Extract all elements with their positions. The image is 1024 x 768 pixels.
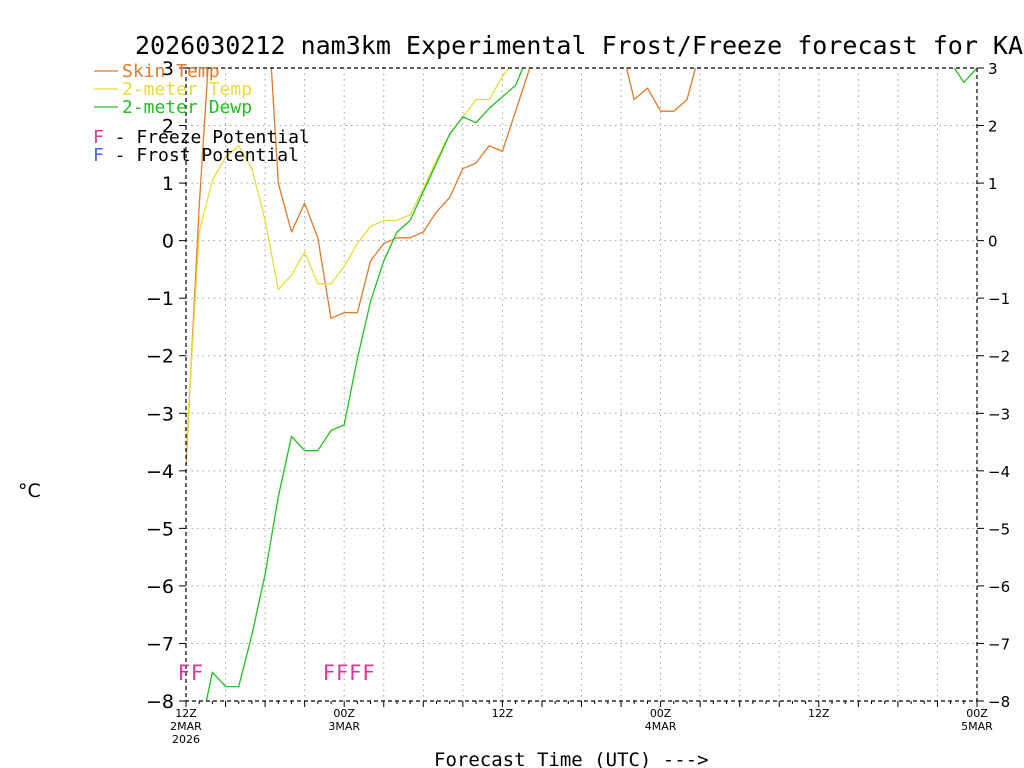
x-tick-label: 12Z [808, 707, 830, 720]
x-tick-label: 12Z [175, 707, 197, 720]
legend-label: 2-meter Dewp [122, 97, 252, 118]
potential-letter: F [93, 145, 104, 166]
y-tick-label-right: −1 [988, 290, 1010, 308]
y-tick-label: 0 [162, 231, 174, 253]
y-tick-label: −6 [146, 576, 174, 598]
y-tick-label-right: −3 [988, 405, 1010, 423]
freeze-marker: F [191, 661, 203, 685]
y-tick-label-right: −6 [988, 578, 1010, 596]
y-tick-label: −4 [146, 461, 174, 483]
y-tick-label: 1 [162, 173, 174, 195]
y-tick-label: 2 [162, 116, 174, 138]
y-axis-left: −8 −7 −6 −5 −4 −3 −2 −1 0 1 2 3 [146, 58, 186, 713]
x-tick-label: 3MAR [328, 720, 360, 733]
y-tick-label-right: −2 [988, 348, 1010, 366]
freeze-marker: F [336, 661, 348, 685]
potential-legend-entry: F - Frost Potential [93, 145, 299, 166]
y-tick-label: −8 [146, 691, 174, 713]
y-tick-label: −1 [146, 288, 174, 310]
series-line-skin-temp [186, 68, 697, 466]
freeze-marker: F [178, 661, 190, 685]
y-axis-right: −8 −7 −6 −5 −4 −3 −2 −1 0 1 2 3 [977, 60, 1010, 711]
y-tick-label-right: −4 [988, 463, 1010, 481]
y-tick-label: −5 [146, 518, 174, 540]
potential-text: - Frost Potential [104, 145, 299, 166]
x-tick-label: 4MAR [645, 720, 677, 733]
x-tick-label: 00Z [966, 707, 988, 720]
grid [186, 68, 977, 701]
y-tick-label: 3 [162, 58, 174, 80]
plot-frame [185, 67, 978, 702]
y-tick-label-right: −8 [988, 693, 1010, 711]
freeze-marker: F [363, 661, 375, 685]
y-tick-label: −3 [146, 403, 174, 425]
y-tick-label-right: 0 [988, 233, 998, 251]
y-axis-label: °C [18, 480, 41, 502]
y-tick-label-right: 2 [988, 118, 998, 136]
freeze-marker: F [349, 661, 361, 685]
freeze-marker: F [323, 661, 335, 685]
legend-label: 2-meter Temp [122, 79, 252, 100]
x-tick-label: 2MAR [170, 720, 202, 733]
x-tick-label: 5MAR [961, 720, 993, 733]
y-tick-label-right: −7 [988, 635, 1010, 653]
legend-label: Skin Temp [122, 61, 220, 82]
potential-legend-entry: F - Freeze Potential [93, 127, 310, 148]
x-tick-label: 12Z [492, 707, 514, 720]
series-lines [186, 68, 977, 701]
chart-title: 2026030212 nam3km Experimental Frost/Fre… [135, 31, 1024, 60]
y-tick-label-right: 3 [988, 60, 998, 78]
y-tick-label: −2 [146, 346, 174, 368]
x-tick-label: 00Z [333, 707, 355, 720]
potential-letter: F [93, 127, 104, 148]
x-tick-label: 2026 [172, 733, 200, 746]
y-tick-label: −7 [146, 633, 174, 655]
x-tick-label: 00Z [650, 707, 672, 720]
y-tick-label-right: 1 [988, 175, 998, 193]
series-line-2-meter-dewp [205, 68, 977, 701]
y-tick-label-right: −5 [988, 520, 1010, 538]
x-axis-label: Forecast Time (UTC) ---> [434, 749, 709, 768]
potential-text: - Freeze Potential [104, 127, 310, 148]
series-line-2-meter-temp [186, 68, 977, 454]
